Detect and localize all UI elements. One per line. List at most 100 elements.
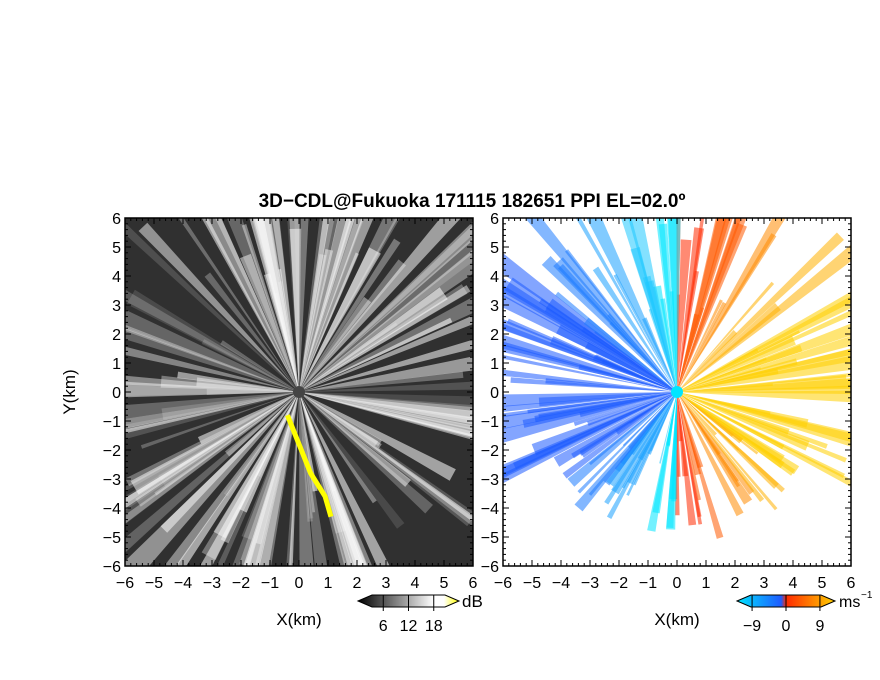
reflectivity-ray xyxy=(299,339,473,392)
velocity-ray xyxy=(503,278,677,392)
velocity-x-tick-label: 5 xyxy=(818,575,827,592)
velocity-ray xyxy=(549,336,677,392)
velocity-ray xyxy=(621,392,677,489)
velocity-ray xyxy=(677,392,800,475)
reflectivity-ray xyxy=(299,296,372,392)
reflectivity-ray xyxy=(299,249,473,392)
reflectivity-x-tick-label: 5 xyxy=(440,575,449,592)
velocity-ray xyxy=(677,392,697,526)
reflectivity-ray xyxy=(299,218,309,392)
reflectivity-ray xyxy=(213,392,299,539)
reflectivity-ray xyxy=(299,238,401,392)
velocity-ray xyxy=(659,392,677,464)
reflectivity-ray xyxy=(249,218,299,392)
velocity-axis-ticks: −6 −5 −4 −3 −2 −1 0 1 2 3 4 5 6 6 5 4 3 2 1 0 −1 −2 −3 −4 −5 −6 xyxy=(481,211,856,592)
velocity-ray xyxy=(677,291,851,392)
reflectivity-ray xyxy=(253,218,299,392)
reflectivity-ray xyxy=(201,392,299,561)
reflectivity-ray xyxy=(299,224,473,392)
reflectivity-ray xyxy=(161,392,299,420)
reflectivity-ray xyxy=(125,392,299,525)
reflectivity-ray xyxy=(299,392,316,513)
reflectivity-axis-ticks: −6 −5 −4 −3 −2 −1 0 1 2 3 4 5 6 6 5 4 3 2 1 0 −1 −2 −3 −4 −5 −6 xyxy=(103,211,478,592)
velocity-ray xyxy=(677,392,702,476)
velocity-y-tick-label: 0 xyxy=(490,385,499,402)
velocity-ray xyxy=(677,392,785,450)
velocity-ray xyxy=(574,392,677,512)
reflectivity-colorbar-tick-label: 6 xyxy=(379,618,388,635)
velocity-ray xyxy=(674,392,678,450)
velocity-ray xyxy=(587,392,677,426)
velocity-y-tick-label: 6 xyxy=(490,211,499,228)
reflectivity-y-tick-label: 5 xyxy=(112,240,121,257)
reflectivity-ray xyxy=(299,392,352,566)
reflectivity-ray xyxy=(299,259,407,392)
reflectivity-ray xyxy=(299,218,364,392)
reflectivity-y-tick-label: −4 xyxy=(103,501,121,518)
velocity-ray xyxy=(677,392,810,451)
reflectivity-y-tick-label: −3 xyxy=(103,472,121,489)
reflectivity-ray xyxy=(178,218,299,392)
reflectivity-ray xyxy=(299,285,471,392)
reflectivity-ray xyxy=(299,381,473,392)
reflectivity-ray xyxy=(299,392,353,566)
reflectivity-ray xyxy=(164,392,299,566)
velocity-ray xyxy=(677,392,765,503)
velocity-y-tick-label: −1 xyxy=(481,414,499,431)
velocity-ray xyxy=(503,369,677,392)
velocity-colorbar-tick-label: 0 xyxy=(782,618,791,635)
reflectivity-ray xyxy=(200,392,299,566)
reflectivity-ray xyxy=(138,222,299,392)
velocity-ray xyxy=(671,392,677,502)
reflectivity-ray xyxy=(299,317,453,392)
reflectivity-ray xyxy=(299,392,347,534)
reflectivity-ray xyxy=(299,392,346,566)
velocity-y-tick-label: −3 xyxy=(481,472,499,489)
reflectivity-ray xyxy=(299,297,473,392)
velocity-ray xyxy=(581,326,677,392)
velocity-x-tick-label: −2 xyxy=(610,575,628,592)
velocity-ray xyxy=(667,218,681,392)
reflectivity-ray xyxy=(299,392,411,487)
velocity-ray xyxy=(677,336,851,392)
velocity-ray xyxy=(558,263,677,392)
reflectivity-y-tick-label: 3 xyxy=(112,298,121,315)
velocity-ray xyxy=(606,392,677,519)
velocity-x-tick-label: −6 xyxy=(494,575,512,592)
velocity-ray xyxy=(677,390,851,403)
reflectivity-ray xyxy=(125,346,299,392)
velocity-ray xyxy=(677,392,851,447)
reflectivity-ray xyxy=(201,218,299,392)
velocity-x-tick-label: −4 xyxy=(552,575,570,592)
velocity-ray xyxy=(562,392,677,479)
reflectivity-ray xyxy=(299,371,464,392)
reflectivity-ray xyxy=(125,392,299,553)
reflectivity-x-tick-label: 4 xyxy=(411,575,420,592)
reflectivity-ray xyxy=(239,253,299,392)
velocity-x-tick-label: 0 xyxy=(673,575,682,592)
velocity-x-tick-label: −5 xyxy=(523,575,541,592)
velocity-ray xyxy=(677,392,771,415)
velocity-ray xyxy=(677,392,704,469)
velocity-y-tick-label: −6 xyxy=(481,559,499,576)
velocity-ray xyxy=(677,378,851,392)
reflectivity-ray xyxy=(299,247,381,392)
reflectivity-x-tick-label: −3 xyxy=(203,575,221,592)
velocity-ray xyxy=(677,239,692,392)
reflectivity-x-tick-label: −4 xyxy=(174,575,192,592)
reflectivity-ray xyxy=(125,392,299,524)
reflectivity-ray xyxy=(125,392,299,432)
reflectivity-ray xyxy=(255,392,299,545)
reflectivity-ray xyxy=(299,392,456,481)
reflectivity-ray xyxy=(140,392,299,449)
reflectivity-ray xyxy=(299,218,399,392)
velocity-ray xyxy=(677,392,744,517)
velocity-ray xyxy=(522,392,677,428)
reflectivity-ray xyxy=(125,326,299,392)
velocity-ray xyxy=(677,218,733,392)
reflectivity-ray xyxy=(243,392,299,566)
reflectivity-ray xyxy=(197,392,299,444)
velocity-ray xyxy=(677,373,851,392)
reflectivity-ray xyxy=(125,392,299,511)
velocity-ray xyxy=(677,392,721,456)
